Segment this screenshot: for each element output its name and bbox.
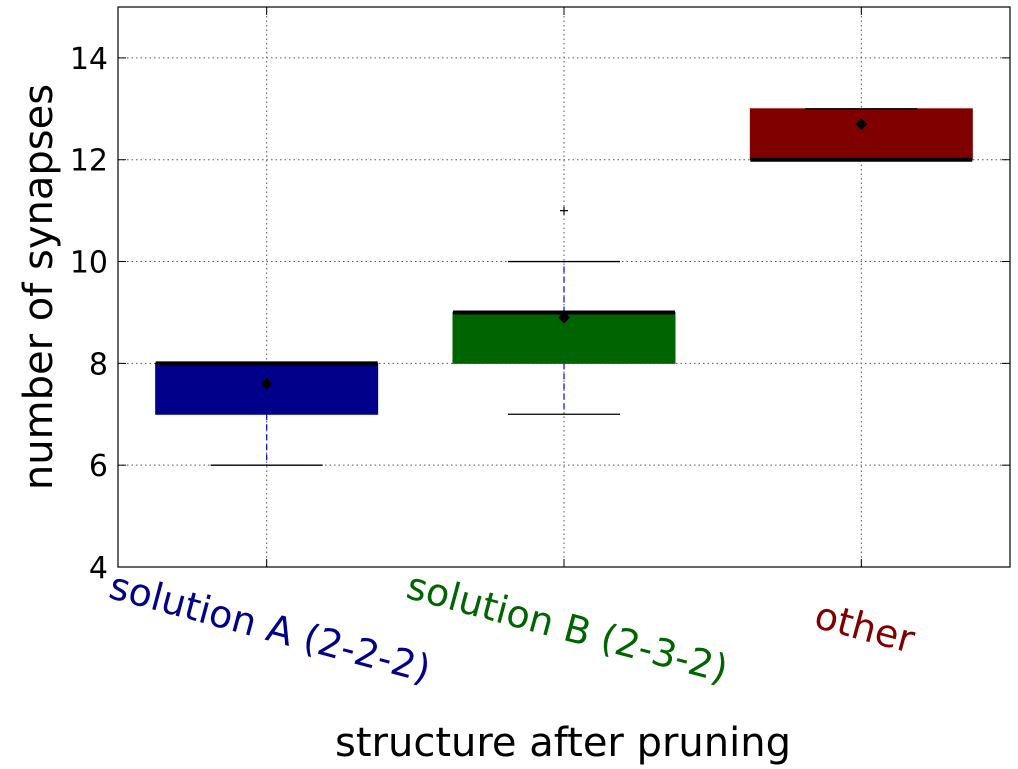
mean-marker [855,118,868,131]
mean-marker [558,311,570,324]
y-axis-label: number of synapses [16,84,62,490]
box-series [155,108,973,466]
y-tick-label: 6 [89,449,108,484]
x-category-label: solution B (2-3-2) [402,563,732,691]
y-tick-label: 10 [70,246,108,281]
box-group [452,206,676,415]
y-axis-ticks: 4 6 8 10 12 14 [70,42,1010,586]
y-tick-label: 4 [89,551,108,586]
x-axis-label: structure after pruning [335,720,791,765]
y-tick-label: 12 [70,144,108,179]
x-category-label: other [810,593,920,662]
y-tick-label: 8 [89,347,108,382]
outlier-point [560,206,568,215]
box-group [749,108,973,162]
mean-marker [260,377,273,390]
x-category-label: solution A (2-2-2) [105,563,435,691]
box-group [155,361,379,466]
y-tick-label: 14 [70,42,108,77]
box-iqr [749,108,973,161]
